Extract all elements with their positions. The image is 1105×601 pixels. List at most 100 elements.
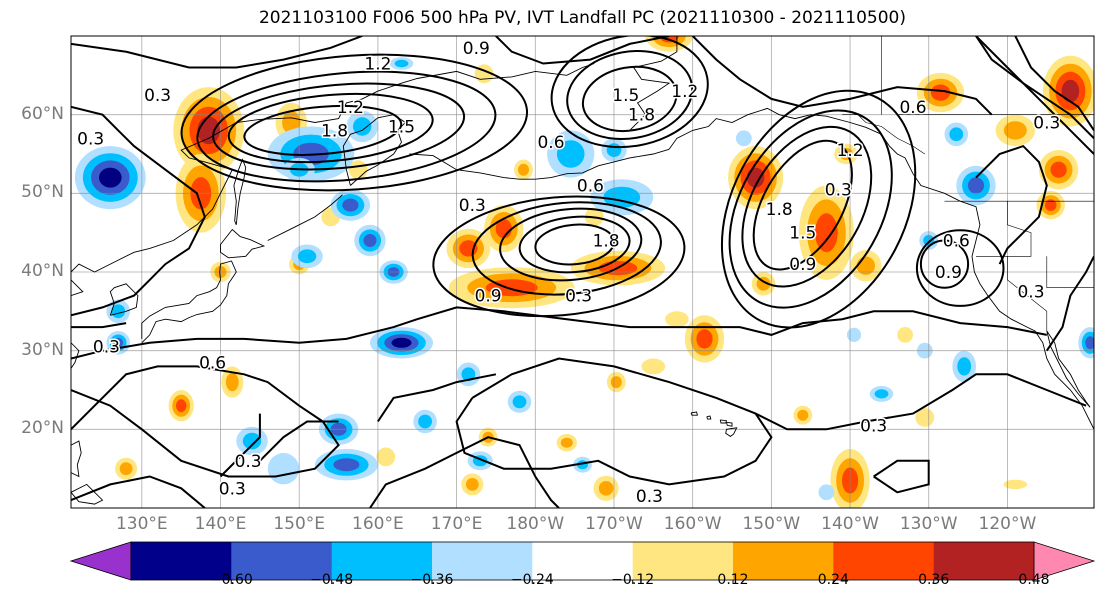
anomaly-blob: [297, 249, 317, 264]
anomaly-blob: [930, 84, 951, 101]
anomaly-blob: [225, 372, 239, 392]
pv-contour: [196, 70, 497, 183]
anomaly-blob: [1050, 161, 1067, 178]
colorbar-segment: [331, 542, 433, 580]
lon-tick-label: 130°W: [899, 514, 958, 534]
lon-tick-label: 140°W: [821, 514, 879, 534]
pv-label-text: 0.9: [789, 255, 816, 275]
pv-contour-label: 1.8: [320, 120, 350, 143]
pv-contour: [243, 104, 403, 156]
pv-contour: [919, 239, 970, 289]
lat-tick-label: 20°N: [21, 418, 64, 439]
colorbar-tick-label: −0.36: [410, 572, 454, 588]
anomaly-blob: [1003, 121, 1027, 140]
pv-contour: [550, 36, 709, 149]
anomaly-blob: [518, 163, 529, 176]
pv-contour: [471, 201, 662, 296]
pv-contour-label: 0.3: [457, 195, 487, 218]
coastline: [71, 342, 80, 390]
pv-contour: [566, 49, 694, 141]
pv-contour-label: 0.3: [233, 450, 263, 473]
pv-contour-label: 0.6: [575, 175, 605, 198]
lat-tick-label: 30°N: [21, 339, 64, 360]
pv-contour: [71, 322, 127, 329]
pv-contour-label: 1.8: [764, 199, 794, 222]
pv-contour: [741, 125, 873, 288]
anomaly-blob: [1061, 79, 1080, 103]
colorbar-segment: [231, 542, 333, 580]
anomaly-blob: [696, 329, 713, 349]
pv-contour: [1014, 36, 1094, 131]
pv-contour-label: 0.9: [473, 285, 503, 308]
pv-contour-label: 0.3: [76, 128, 106, 151]
pv-contour: [975, 144, 1048, 265]
pv-contour: [581, 65, 678, 132]
anomaly-blob: [119, 462, 133, 476]
pv-label-text: 0.3: [1017, 283, 1044, 303]
pv-label-text: 1.8: [593, 232, 620, 252]
pv-contour: [212, 82, 466, 171]
lon-tick-label: 170°W: [585, 514, 643, 534]
colorbar-extend-low: [69, 541, 132, 581]
pv-contour: [377, 373, 497, 423]
lat-tick-label: 40°N: [21, 261, 64, 281]
pv-label-text: 1.8: [766, 200, 793, 220]
pv-contour: [495, 36, 670, 65]
colorbar: [69, 541, 1096, 584]
pv-contour-label: 0.3: [634, 486, 664, 508]
pv-contour-label: 1.2: [835, 140, 865, 163]
pv-contour-label: 0.3: [564, 285, 594, 308]
pv-contour: [975, 36, 1094, 155]
pv-contour-label: 0.9: [461, 37, 491, 60]
pv-contour: [71, 306, 1047, 360]
colorbar-segment: [833, 542, 935, 580]
coastline: [71, 279, 84, 297]
pv-label-text: 0.3: [235, 452, 262, 472]
pv-contour-label: 0.6: [536, 132, 566, 155]
anomaly-blob: [461, 367, 476, 382]
lat-tick-label: 60°N: [21, 103, 64, 124]
pv-contour: [432, 195, 686, 318]
pv-label-text: 0.6: [899, 98, 926, 118]
coastline: [109, 283, 139, 316]
pv-contour-label: 0.3: [91, 336, 121, 359]
pv-contour: [259, 420, 339, 462]
pv-label-text: 1.8: [628, 106, 655, 126]
lon-tick-label: 130°E: [115, 514, 168, 534]
pv-contour: [915, 229, 1005, 307]
pv-label-text: 0.3: [144, 86, 171, 106]
pv-label-text: 1.2: [837, 141, 864, 161]
anomaly-blob: [333, 458, 360, 472]
pv-label-text: 0.9: [935, 263, 962, 283]
pv-contour: [691, 36, 993, 116]
pv-contour-label: 1.8: [591, 230, 621, 253]
lon-tick-label: 120°W: [978, 514, 1037, 534]
pv-label-text: 0.3: [77, 129, 104, 149]
anomaly-blob: [735, 130, 752, 147]
pv-contour-label: 1.2: [335, 96, 365, 119]
coastline: [725, 427, 738, 437]
anomaly-blob: [610, 376, 622, 389]
anomaly-blob: [353, 117, 372, 136]
pv-contour-label: 1.5: [611, 85, 641, 108]
lon-tick-label: 180°W: [506, 514, 565, 534]
anomaly-blob: [1003, 479, 1028, 490]
anomaly-blob: [267, 453, 300, 485]
colorbar-tick-label: 0.60: [1094, 572, 1105, 588]
pv-label-text: 1.2: [671, 82, 698, 102]
colorbar-tick-label: −0.12: [611, 572, 655, 588]
colorbar-tick-label: 0.48: [1018, 572, 1050, 588]
colorbar-tick-label: −0.24: [510, 572, 554, 588]
pv-contour-label: 1.8: [626, 104, 656, 127]
pv-label-text: 1.5: [388, 118, 415, 138]
pv-contour-label: 0.9: [933, 262, 963, 285]
lon-tick-label: 160°W: [663, 514, 722, 534]
coastline: [71, 63, 595, 273]
anomaly-blob: [665, 311, 689, 328]
map-title: 2021103100 F006 500 hPa PV, IVT Landfall…: [258, 8, 906, 28]
anomaly-blob: [113, 337, 124, 348]
colorbar-tick-label: 0.12: [717, 572, 749, 588]
pv-label-text: 0.6: [577, 177, 604, 197]
pv-contour-label: 0.3: [143, 85, 173, 108]
colorbar-tick-label: 0.24: [817, 572, 849, 588]
